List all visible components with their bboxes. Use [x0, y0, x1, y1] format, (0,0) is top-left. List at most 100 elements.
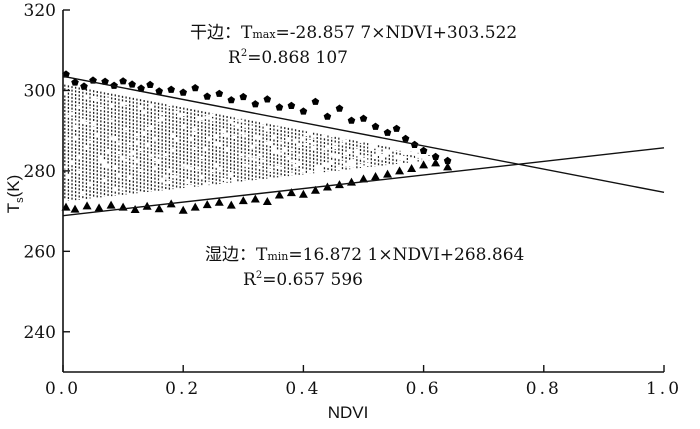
scatter-gap [162, 174, 169, 178]
scatter-gap [198, 117, 205, 121]
scatter-gap [249, 145, 256, 149]
scatter-gap [281, 149, 288, 153]
scatter-gap [260, 159, 267, 163]
scatter-gap [126, 142, 133, 146]
scatter-gap [90, 96, 97, 100]
scatter-gap [61, 91, 68, 95]
scatter-gap [155, 154, 162, 158]
scatter-gap [364, 155, 371, 159]
scatter-gap [426, 157, 433, 161]
wet-edge-r: R [243, 270, 257, 290]
wet-edge-point [190, 202, 200, 211]
scatter-gap [328, 160, 335, 164]
dry-edge-r2: R2=0.868 107 [228, 48, 348, 68]
scatter-gap [166, 180, 173, 184]
wet-edge-point [70, 204, 80, 213]
scatter-gap [188, 185, 195, 189]
scatter-gap [112, 136, 119, 140]
scatter-gap [371, 154, 378, 158]
scatter-gap [361, 157, 368, 161]
scatter-gap [173, 175, 180, 179]
scatter-gap [151, 166, 158, 170]
dry-edge-line [62, 75, 665, 194]
scatter-gap [166, 103, 173, 107]
scatter-gap [278, 166, 285, 170]
scatter-gap [119, 156, 126, 160]
scatter-gap [180, 113, 187, 117]
scatter-gap [213, 134, 220, 138]
scatter-gap [224, 147, 231, 151]
scatter-gap [76, 106, 83, 110]
dry-edge-point [371, 122, 380, 130]
wet-edge-point [106, 200, 116, 209]
scatter-gap [137, 106, 144, 110]
scatter-gap [162, 153, 169, 157]
scatter-gap [115, 142, 122, 146]
scatter-gap [397, 160, 404, 164]
scatter-gap [69, 112, 76, 116]
wet-edge-equation: 湿边：Tmin=16.872 1×NDVI+268.864 [205, 245, 524, 265]
scatter-gap [227, 172, 234, 176]
scatter-gap [69, 160, 76, 164]
scatter-gap [256, 166, 263, 170]
scatter-gap [263, 141, 270, 145]
scatter-gap [238, 131, 245, 135]
scatter-gap [353, 148, 360, 152]
scatter-gap [325, 145, 332, 149]
scatter-gap [263, 128, 270, 132]
scatter-gap [281, 146, 288, 150]
scatter-gap [141, 131, 148, 135]
dry-edge-prefix: 干边： [190, 23, 241, 43]
scatter-gap [72, 126, 79, 130]
scatter-gap [249, 125, 256, 129]
scatter-gap [231, 135, 238, 139]
dry-edge-point [431, 152, 440, 160]
scatter-gap [296, 143, 303, 147]
scatter-gap [137, 169, 144, 173]
wet-edge-point [250, 194, 260, 203]
scatter-gap [270, 135, 277, 139]
scatter-gap [148, 153, 155, 157]
scatter-gap [386, 151, 393, 155]
scatter-gap [108, 137, 115, 141]
y-tick-label: 260 [24, 242, 56, 262]
scatter-gap [61, 199, 68, 203]
scatter-gap [87, 108, 94, 112]
dry-edge-point [335, 104, 344, 112]
scatter-gap [267, 165, 274, 169]
scatter-gap [422, 154, 429, 158]
scatter-gap [245, 164, 252, 168]
wet-edge-point [346, 177, 356, 186]
dry-edge-point [128, 80, 136, 88]
scatter-gap [317, 170, 324, 174]
wet-edge-r-sup: 2 [256, 270, 262, 281]
wet-edge-t: T [256, 245, 268, 265]
scatter-gap [296, 162, 303, 166]
wet-edge-prefix: 湿边： [205, 245, 256, 265]
y-axis-label-sub: s [14, 197, 26, 203]
scatter-gap [130, 156, 137, 160]
scatter-gap [191, 131, 198, 135]
scatter-gap [234, 124, 241, 128]
dry-edge-point [137, 84, 145, 92]
scatter-gap [173, 110, 180, 114]
dry-edge-point [287, 101, 296, 109]
scatter-gap [65, 137, 72, 141]
scatter-gap [191, 127, 198, 131]
scatter-gap [307, 170, 314, 174]
scatter-gap [379, 155, 386, 159]
scatter-gap [72, 120, 79, 124]
wet-edge-point [371, 172, 381, 181]
scatter-gap [169, 175, 176, 179]
scatter-gap [288, 148, 295, 152]
scatter-gap [213, 142, 220, 146]
scatter-gap [130, 151, 137, 155]
scatter-gap [224, 178, 231, 182]
x-tick-label: 0.8 [526, 379, 562, 399]
dry-edge-point [275, 103, 284, 111]
scatter-gap [274, 126, 281, 130]
scatter-gap [415, 154, 422, 158]
scatter-gap [83, 145, 90, 149]
scatter-gap [256, 135, 263, 139]
